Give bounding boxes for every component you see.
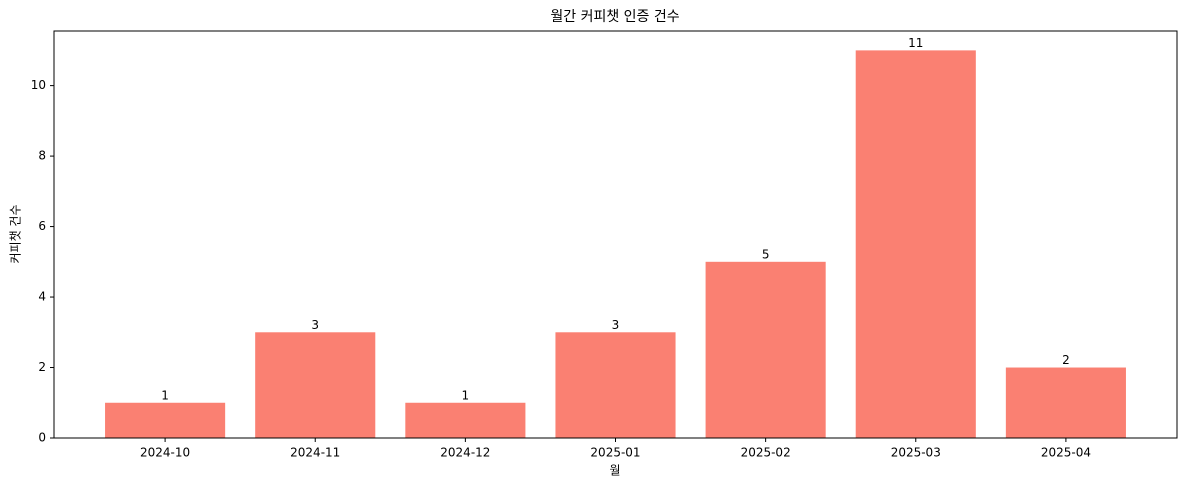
x-tick-label: 2025-03: [891, 446, 941, 460]
bar: [405, 402, 526, 438]
x-tick-label: 2024-12: [440, 446, 490, 460]
data-label: 5: [762, 247, 770, 261]
x-axis-label: 월: [609, 464, 620, 478]
data-label: 1: [462, 388, 470, 402]
bar: [255, 332, 376, 438]
x-tick-label: 2024-10: [140, 446, 190, 460]
axes-frame: [53, 30, 1178, 439]
x-tick-label: 2025-04: [1041, 446, 1091, 460]
x-tick-label: 2024-11: [290, 446, 340, 460]
y-tick-label: 0: [38, 431, 46, 445]
y-tick-label: 10: [31, 78, 46, 92]
y-tick-label: 6: [38, 219, 46, 233]
y-axis-label: 커피챗 건수: [8, 204, 23, 263]
bar: [1005, 367, 1126, 438]
bar: [105, 402, 226, 438]
data-label: 3: [612, 318, 620, 332]
bar: [555, 332, 676, 438]
y-tick-label: 8: [38, 149, 46, 163]
bar: [855, 50, 976, 438]
data-label: 1: [161, 388, 169, 402]
data-label: 11: [908, 36, 923, 50]
chart-title: 월간 커피챗 인증 건수: [550, 9, 679, 25]
x-tick-label: 2025-02: [741, 446, 791, 460]
y-tick-label: 4: [38, 290, 46, 304]
data-label: 3: [311, 318, 319, 332]
data-label: 2: [1062, 353, 1070, 367]
bar: [705, 261, 826, 438]
x-tick-label: 2025-01: [590, 446, 640, 460]
y-tick-label: 2: [38, 360, 46, 374]
